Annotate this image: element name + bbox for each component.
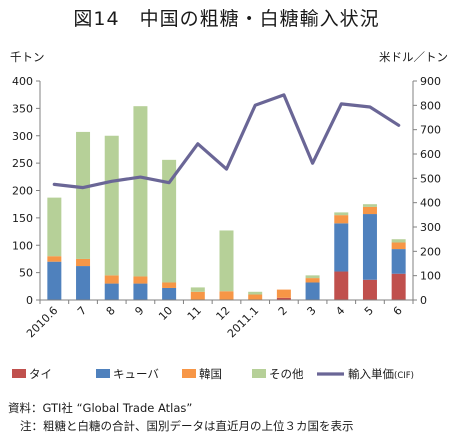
bar-segment <box>162 282 177 288</box>
legend-label: キューバ <box>113 367 159 381</box>
right-tick-label: 300 <box>420 221 441 234</box>
legend-swatch <box>96 369 110 378</box>
bar-segment <box>391 249 406 274</box>
bar-segment <box>334 271 349 300</box>
bar-segment <box>362 279 377 300</box>
bar-segment <box>362 214 377 280</box>
right-tick-label: 0 <box>420 294 427 307</box>
bar-segment <box>362 204 377 207</box>
chart-title: 図14 中国の粗糖・白糖輸入状況 <box>73 8 380 30</box>
bar-segment <box>162 287 177 300</box>
bar-segment <box>305 275 320 279</box>
x-tick-label: 6 <box>391 304 405 318</box>
x-tick-label: 2011.1 <box>225 304 261 340</box>
right-tick-label: 900 <box>420 75 441 88</box>
right-tick-label: 800 <box>420 99 441 112</box>
bar-segment <box>305 282 320 300</box>
left-tick-label: 350 <box>12 102 33 115</box>
bar-segment <box>104 275 119 284</box>
left-tick-label: 200 <box>12 185 33 198</box>
bar-segment <box>76 258 91 267</box>
x-tick-label: 11 <box>185 304 204 323</box>
legend-label: タイ <box>29 367 52 381</box>
legend-swatch <box>252 369 266 378</box>
bar-segment <box>219 230 234 292</box>
bar-segment <box>248 291 263 295</box>
left-axis-unit: 千トン <box>10 50 45 64</box>
x-tick-label: 10 <box>156 304 175 323</box>
x-tick-label: 4 <box>333 304 347 318</box>
bar-segment <box>162 159 177 283</box>
bar-segment <box>190 287 205 292</box>
bar-segment <box>133 283 148 300</box>
bar-segment <box>133 106 148 277</box>
legend-swatch <box>182 369 196 378</box>
bar-segment <box>47 197 62 257</box>
left-tick-label: 300 <box>12 130 33 143</box>
left-tick-label: 250 <box>12 157 33 170</box>
bar-segment <box>334 215 349 224</box>
left-tick-label: 400 <box>12 75 33 88</box>
right-tick-label: 500 <box>420 172 441 185</box>
bar-segment <box>334 212 349 216</box>
right-tick-label: 700 <box>420 124 441 137</box>
x-tick-label: 12 <box>214 304 233 323</box>
legend-label: 韓国 <box>199 367 222 381</box>
bar-segment <box>362 206 377 215</box>
legend-swatch <box>12 369 26 378</box>
bar-segment <box>104 283 119 300</box>
bar-segment <box>219 291 234 300</box>
right-tick-label: 400 <box>420 197 441 210</box>
x-tick-label: 2 <box>276 304 290 318</box>
right-tick-label: 200 <box>420 245 441 258</box>
bar-segment <box>104 135 119 276</box>
bar-segment <box>391 273 406 300</box>
right-tick-label: 100 <box>420 270 441 283</box>
bar-segment <box>305 278 320 283</box>
legend-label: その他 <box>269 367 304 381</box>
left-tick-label: 50 <box>19 267 33 280</box>
bar-segment <box>76 266 91 300</box>
x-tick-label: 3 <box>305 304 319 318</box>
right-tick-label: 600 <box>420 148 441 161</box>
x-tick-label: 5 <box>362 304 376 318</box>
x-tick-label: 9 <box>132 304 146 318</box>
left-tick-label: 0 <box>26 294 33 307</box>
bar-segment <box>391 239 406 243</box>
bar-segment <box>76 131 91 259</box>
x-tick-label: 7 <box>75 304 89 318</box>
bar-segment <box>47 261 62 300</box>
bar-segment <box>47 256 62 262</box>
legend-label: 輸入単価(CIF) <box>348 367 414 381</box>
bar-segment <box>276 297 291 300</box>
x-tick-label: 8 <box>104 304 118 318</box>
source-note: 資料：GTI社 “Global Trade Atlas” <box>8 401 193 415</box>
left-tick-label: 150 <box>12 212 33 225</box>
bar-segment <box>133 276 148 284</box>
bar-segment <box>248 294 263 300</box>
left-tick-label: 100 <box>12 239 33 252</box>
footnote: 注：粗糖と白糖の合計、国別データは直近月の上位３カ国を表示 <box>20 419 354 433</box>
unit-price-line <box>52 93 401 190</box>
bar-segment <box>276 289 291 298</box>
right-axis-unit: 米ドル／トン <box>379 50 448 64</box>
bar-segment <box>190 291 205 300</box>
x-tick-label: 2010.6 <box>24 304 60 340</box>
bar-segment <box>391 242 406 250</box>
bar-segment <box>334 223 349 272</box>
